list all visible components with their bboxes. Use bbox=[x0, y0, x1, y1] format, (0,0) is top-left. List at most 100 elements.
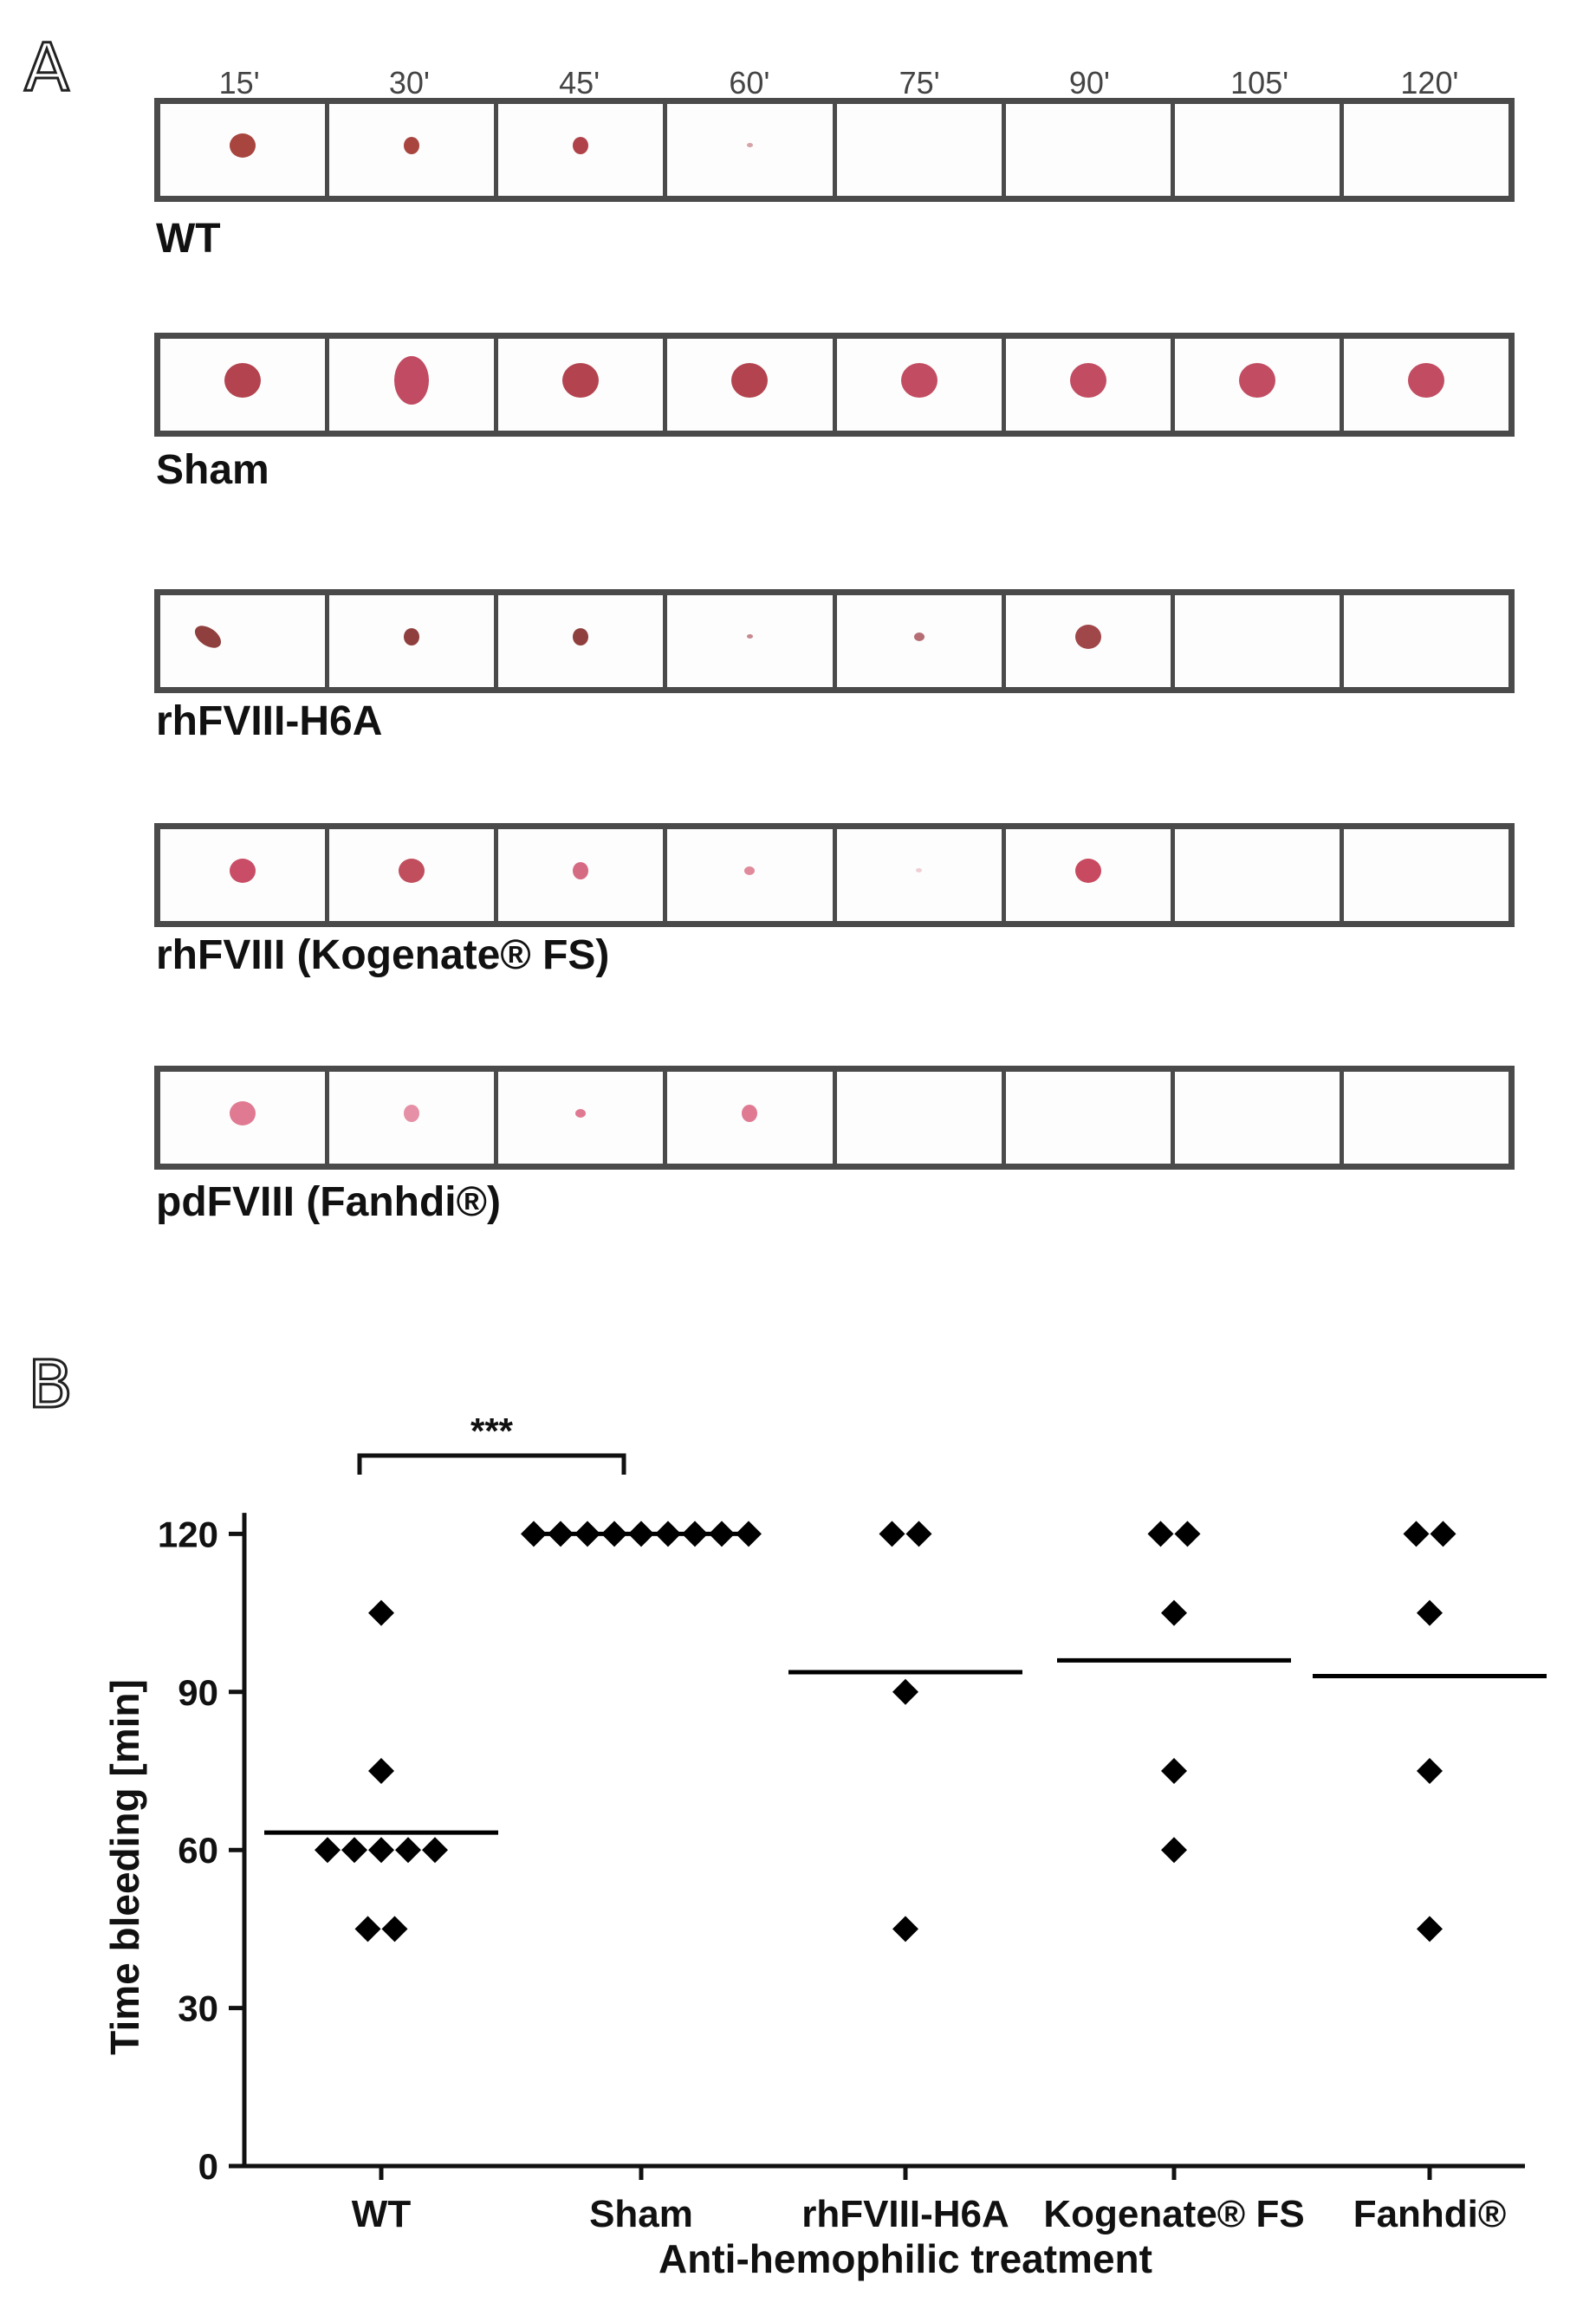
data-point bbox=[1417, 1599, 1443, 1626]
significance-label: *** bbox=[470, 1411, 514, 1451]
blood-spot bbox=[1074, 858, 1101, 883]
y-tick-label: 120 bbox=[158, 1514, 218, 1554]
data-point bbox=[1161, 1758, 1187, 1784]
blot-cell bbox=[498, 1072, 668, 1164]
data-point bbox=[1147, 1521, 1174, 1547]
data-point bbox=[1417, 1916, 1443, 1943]
blood-spot bbox=[562, 362, 600, 398]
time-label: 120' bbox=[1400, 65, 1459, 101]
blood-spot bbox=[1407, 362, 1444, 398]
data-point bbox=[1430, 1521, 1457, 1547]
time-label: 60' bbox=[729, 65, 770, 101]
data-point bbox=[1174, 1521, 1201, 1547]
data-point bbox=[1161, 1837, 1187, 1864]
blood-spot bbox=[399, 858, 425, 883]
y-axis-label: Time bleeding [min] bbox=[102, 1679, 147, 2055]
blot-cell bbox=[329, 339, 499, 431]
bleeding-time-chart: 0 30 60 90 120 WT Sham rhFVIII-H6A Kogenate® FS F… bbox=[102, 1411, 1547, 2281]
blot-cell bbox=[667, 829, 837, 921]
panel-b: B 0 30 60 90 120 WT Sham rhFVIII-H6A Kogenate® F… bbox=[0, 1350, 1596, 2318]
data-point bbox=[315, 1837, 341, 1864]
time-label: 30' bbox=[388, 65, 430, 101]
blot-cell bbox=[836, 339, 1006, 431]
blot-strip bbox=[154, 1066, 1515, 1170]
blot-cell bbox=[1343, 1072, 1508, 1164]
panel-a-letter: A bbox=[23, 29, 71, 106]
blood-spot bbox=[230, 1100, 256, 1125]
blood-spot bbox=[191, 620, 225, 652]
blot-cell bbox=[498, 829, 668, 921]
blot-strip bbox=[154, 823, 1515, 927]
y-tick-label: 30 bbox=[178, 1988, 218, 2029]
blot-cell bbox=[1005, 595, 1175, 687]
blot-cell bbox=[498, 339, 668, 431]
data-point bbox=[1403, 1521, 1430, 1547]
data-point bbox=[905, 1521, 932, 1547]
data-point bbox=[892, 1678, 918, 1705]
blot-cell bbox=[160, 1072, 330, 1164]
blot-cell bbox=[329, 829, 499, 921]
blot-strip bbox=[154, 589, 1515, 693]
blood-spot bbox=[731, 362, 769, 398]
data-point bbox=[1161, 1599, 1187, 1626]
blot-cell bbox=[667, 339, 837, 431]
blot-cell bbox=[1005, 339, 1175, 431]
strip-label: Sham bbox=[156, 447, 269, 493]
blood-spot bbox=[230, 858, 256, 883]
blot-cell bbox=[329, 104, 499, 196]
data-point bbox=[395, 1837, 421, 1864]
blood-spot bbox=[230, 133, 256, 158]
blood-spot bbox=[1069, 362, 1106, 398]
blot-cell bbox=[1343, 829, 1508, 921]
blot-cell bbox=[836, 595, 1006, 687]
blood-spot bbox=[900, 362, 937, 398]
blot-cell bbox=[1343, 339, 1508, 431]
blot-cell bbox=[1005, 1072, 1175, 1164]
panel-a: A 15' 30' 45' 60' 75' 90' 105' 120' WT Sham rhFVI… bbox=[23, 29, 1515, 1225]
blot-cell bbox=[329, 1072, 499, 1164]
strip-label: WT bbox=[156, 216, 221, 262]
blot-cell bbox=[1174, 595, 1344, 687]
blot-cell bbox=[836, 829, 1006, 921]
chart-marks: *** bbox=[264, 1411, 1547, 1943]
time-label: 15' bbox=[218, 65, 260, 101]
x-tick-label: Kogenate® FS bbox=[1043, 2193, 1304, 2235]
blot-strip bbox=[154, 333, 1515, 437]
blot-cell bbox=[160, 104, 330, 196]
data-point bbox=[381, 1916, 408, 1943]
significance-bracket bbox=[357, 1453, 626, 1475]
blot-cell bbox=[667, 1072, 837, 1164]
data-point bbox=[879, 1521, 905, 1547]
blood-spot bbox=[742, 1104, 758, 1122]
data-point bbox=[354, 1916, 381, 1943]
blood-spot bbox=[404, 1104, 420, 1122]
blot-cell bbox=[160, 339, 330, 431]
strip-label: rhFVIII (Kogenate® FS) bbox=[156, 932, 610, 978]
time-label: 45' bbox=[559, 65, 600, 101]
blot-cell bbox=[498, 595, 668, 687]
blood-spot bbox=[394, 355, 430, 405]
x-tick-label: Sham bbox=[589, 2193, 693, 2235]
blood-spot bbox=[573, 627, 589, 645]
blot-cell bbox=[1174, 104, 1344, 196]
blot-cell bbox=[1174, 1072, 1344, 1164]
blood-spot bbox=[913, 632, 925, 641]
y-tick-label: 0 bbox=[198, 2146, 218, 2187]
blot-cell bbox=[329, 595, 499, 687]
time-label: 75' bbox=[899, 65, 940, 101]
blot-cell bbox=[1174, 829, 1344, 921]
strip-label: pdFVIII (Fanhdi®) bbox=[156, 1179, 501, 1225]
blood-spot bbox=[1238, 362, 1275, 398]
blot-cell bbox=[1174, 339, 1344, 431]
data-point bbox=[1417, 1758, 1443, 1784]
blot-cell bbox=[836, 1072, 1006, 1164]
blood-spot bbox=[1074, 624, 1101, 649]
blood-spot bbox=[573, 136, 589, 154]
blood-spot bbox=[224, 362, 262, 398]
blot-cell bbox=[667, 104, 837, 196]
blot-strip bbox=[154, 98, 1515, 202]
time-label: 105' bbox=[1230, 65, 1289, 101]
blood-spot bbox=[746, 143, 753, 148]
blood-spot bbox=[916, 868, 923, 873]
blood-spot bbox=[575, 1108, 587, 1118]
